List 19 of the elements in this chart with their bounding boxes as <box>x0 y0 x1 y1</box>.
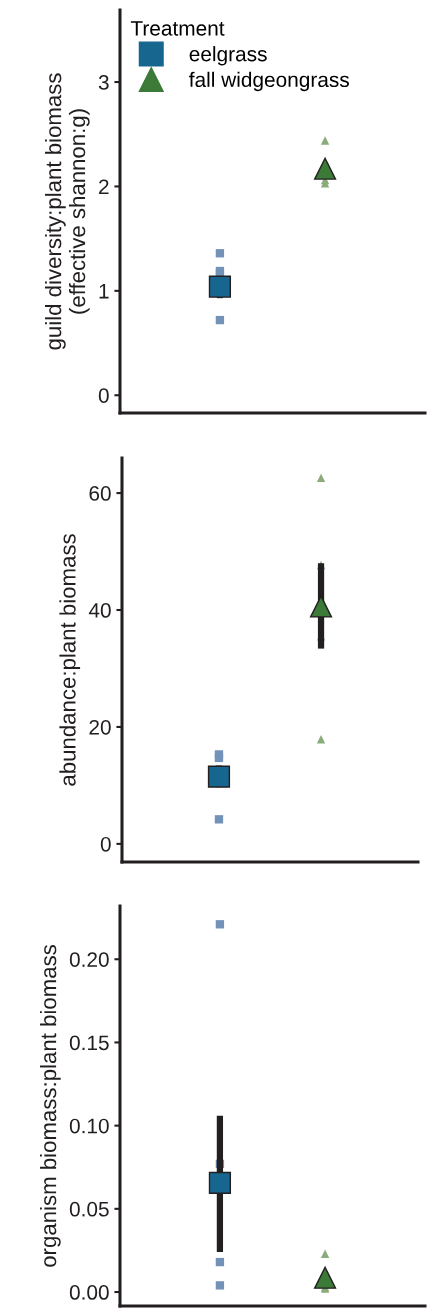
y-tick-label: 1 <box>99 284 109 299</box>
y-axis-title: organism biomass:plant biomass <box>39 944 61 1267</box>
y-tick-label: 0.00 <box>69 1285 109 1300</box>
legend-label: fall widgeongrass <box>189 71 349 92</box>
y-tick-label: 0.10 <box>69 1118 109 1134</box>
y-tick-label: 20 <box>89 719 111 735</box>
y-tick-label: 0.05 <box>69 1201 109 1217</box>
y-axis-title: guild diversity:plant biomass (effective shannon:g) <box>45 73 90 350</box>
y-tick-label: 0.15 <box>69 1035 109 1051</box>
legend-title: Treatment <box>130 21 225 36</box>
y-tick-label: 40 <box>88 603 111 618</box>
y-tick-label: 60 <box>89 486 111 501</box>
y-tick-label: 2 <box>99 179 109 194</box>
y-tick-label: 0 <box>100 836 111 852</box>
y-tick-label: 0 <box>98 388 109 404</box>
y-tick-label: 0.20 <box>69 952 109 967</box>
legend-label: eelgrass <box>189 46 267 66</box>
y-tick-label: 3 <box>98 75 109 90</box>
y-axis-title: abundance:plant biomass <box>59 534 81 786</box>
